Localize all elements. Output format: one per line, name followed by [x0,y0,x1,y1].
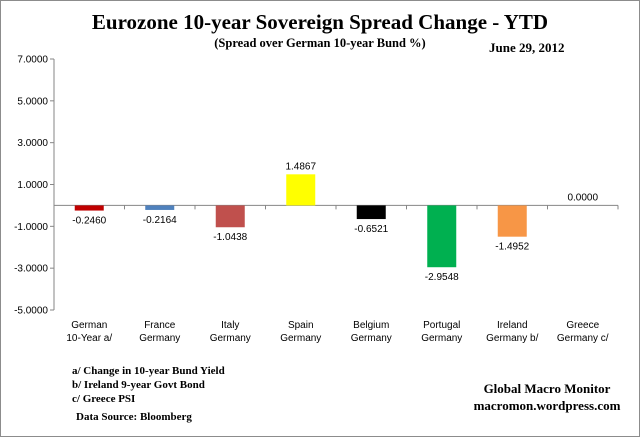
data-label: -2.9548 [425,272,459,283]
bar [145,205,175,210]
data-label: -1.0438 [213,232,247,243]
brand-block: Global Macro Monitor macromon.wordpress.… [470,380,624,414]
data-label: -0.2164 [143,215,177,226]
y-tick-label: 5.0000 [17,96,48,107]
x-tick-label: Spain [288,320,314,331]
x-tick-label: Germany [210,333,251,344]
bar [497,205,527,237]
y-tick-label: -3.0000 [14,264,48,275]
chart-date: June 29, 2012 [489,40,565,55]
x-tick-label: Germany [351,333,392,344]
y-tick-label: 1.0000 [17,180,48,191]
x-tick-label: Greece [566,320,599,331]
bar [427,205,457,268]
bar [356,205,386,220]
x-tick-label: Germany [139,333,180,344]
x-tick-label: France [144,320,176,331]
x-tick-label: Ireland [497,320,528,331]
footnote-b: b/ Ireland 9-year Govt Bond [72,379,205,391]
x-tick-label: Germany [280,333,321,344]
x-tick-label: German [71,320,107,331]
y-tick-label: -5.0000 [14,306,48,317]
footnote-a: a/ Change in 10-year Bund Yield [72,365,225,377]
footnotes: a/ Change in 10-year Bund Yield b/ Irela… [72,364,225,406]
data-label: -0.2460 [72,216,106,227]
chart-subtitle: (Spread over German 10-year Bund %) [214,36,426,50]
x-tick-label: Portugal [423,320,460,331]
x-tick-label: Belgium [353,320,389,331]
bar [74,205,104,211]
data-label: -0.6521 [354,224,388,235]
brand-name: Global Macro Monitor [483,381,611,396]
chart-title: Eurozone 10-year Sovereign Spread Change… [91,10,549,34]
bar [286,174,316,206]
data-label: 0.0000 [567,192,598,203]
y-tick-label: 3.0000 [17,138,48,149]
x-tick-label: Germany b/ [486,333,538,344]
y-tick-label: -1.0000 [14,222,48,233]
y-tick-label: 7.0000 [17,55,48,66]
x-tick-label: 10-Year a/ [66,333,112,344]
x-tick-label: Germany [421,333,462,344]
x-tick-label: Germany c/ [557,333,609,344]
bar [215,205,245,228]
data-label: 1.4867 [285,161,316,172]
x-tick-label: Italy [221,320,239,331]
brand-url: macromon.wordpress.com [473,398,621,413]
footnote-c: c/ Greece PSI [72,393,136,405]
data-label: -1.4952 [495,242,529,253]
data-source: Data Source: Bloomberg [76,411,192,423]
